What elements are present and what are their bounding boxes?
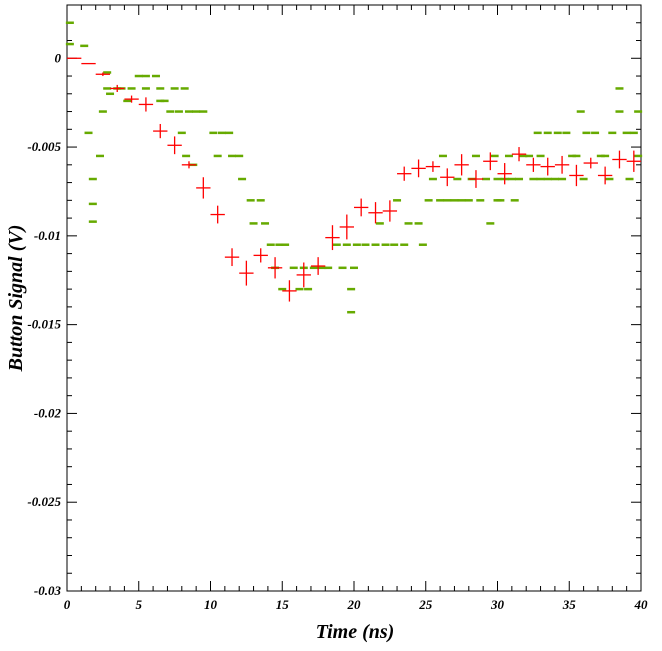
- y-tick-label: -0.015: [27, 317, 61, 332]
- data-point: [110, 84, 125, 93]
- data-point: [440, 168, 455, 187]
- data-point: [569, 164, 584, 187]
- data-point: [597, 166, 613, 185]
- data-point: [310, 257, 326, 275]
- y-tick-label: 0: [55, 50, 62, 65]
- data-point: [497, 163, 512, 185]
- x-axis-title: Time (ns): [316, 621, 395, 643]
- y-tick-label: -0.005: [27, 139, 61, 154]
- data-point: [325, 225, 340, 251]
- data-point: [626, 150, 641, 172]
- data-point: [339, 214, 354, 240]
- data-point: [224, 248, 240, 267]
- data-point: [95, 72, 111, 77]
- y-tick-label: -0.01: [34, 228, 61, 243]
- data-point: [382, 200, 398, 222]
- data-point: [239, 260, 254, 286]
- x-tick-label: 30: [490, 597, 505, 612]
- data-point: [368, 202, 383, 224]
- x-tick-label: 25: [418, 597, 433, 612]
- data-point: [153, 123, 168, 139]
- y-tick-label: -0.02: [34, 405, 62, 420]
- data-point: [167, 136, 182, 155]
- data-point: [526, 157, 541, 172]
- x-tick-label: 35: [562, 597, 577, 612]
- data-point: [267, 257, 283, 279]
- data-point: [210, 205, 225, 224]
- plot-frame: [66, 4, 642, 592]
- y-tick-label: -0.03: [34, 583, 62, 598]
- data-point: [583, 157, 598, 169]
- data-point: [468, 170, 484, 188]
- data-point: [124, 95, 139, 103]
- data-point: [425, 161, 441, 172]
- data-point: [540, 157, 555, 176]
- x-tick-label: 5: [136, 597, 143, 612]
- data-point: [397, 166, 412, 181]
- data-point: [138, 97, 154, 112]
- data-point: [511, 147, 527, 162]
- data-point: [612, 150, 627, 169]
- data-point: [354, 198, 369, 217]
- data-point: [296, 262, 311, 288]
- data-point: [282, 280, 297, 302]
- y-axis-title: Button Signal (V): [5, 225, 27, 373]
- data-point: [181, 161, 197, 169]
- data-point: [196, 177, 211, 199]
- x-tick-label: 15: [276, 597, 290, 612]
- x-tick-label: 40: [634, 597, 649, 612]
- x-tick-label: 0: [64, 597, 71, 612]
- data-point: [483, 152, 498, 171]
- x-tick-label: 20: [347, 597, 362, 612]
- x-tick-label: 10: [204, 597, 218, 612]
- y-tick-label: -0.025: [27, 494, 61, 509]
- data-point: [411, 159, 426, 178]
- data-point: [454, 154, 469, 176]
- data-point: [253, 248, 268, 263]
- data-point: [554, 155, 570, 174]
